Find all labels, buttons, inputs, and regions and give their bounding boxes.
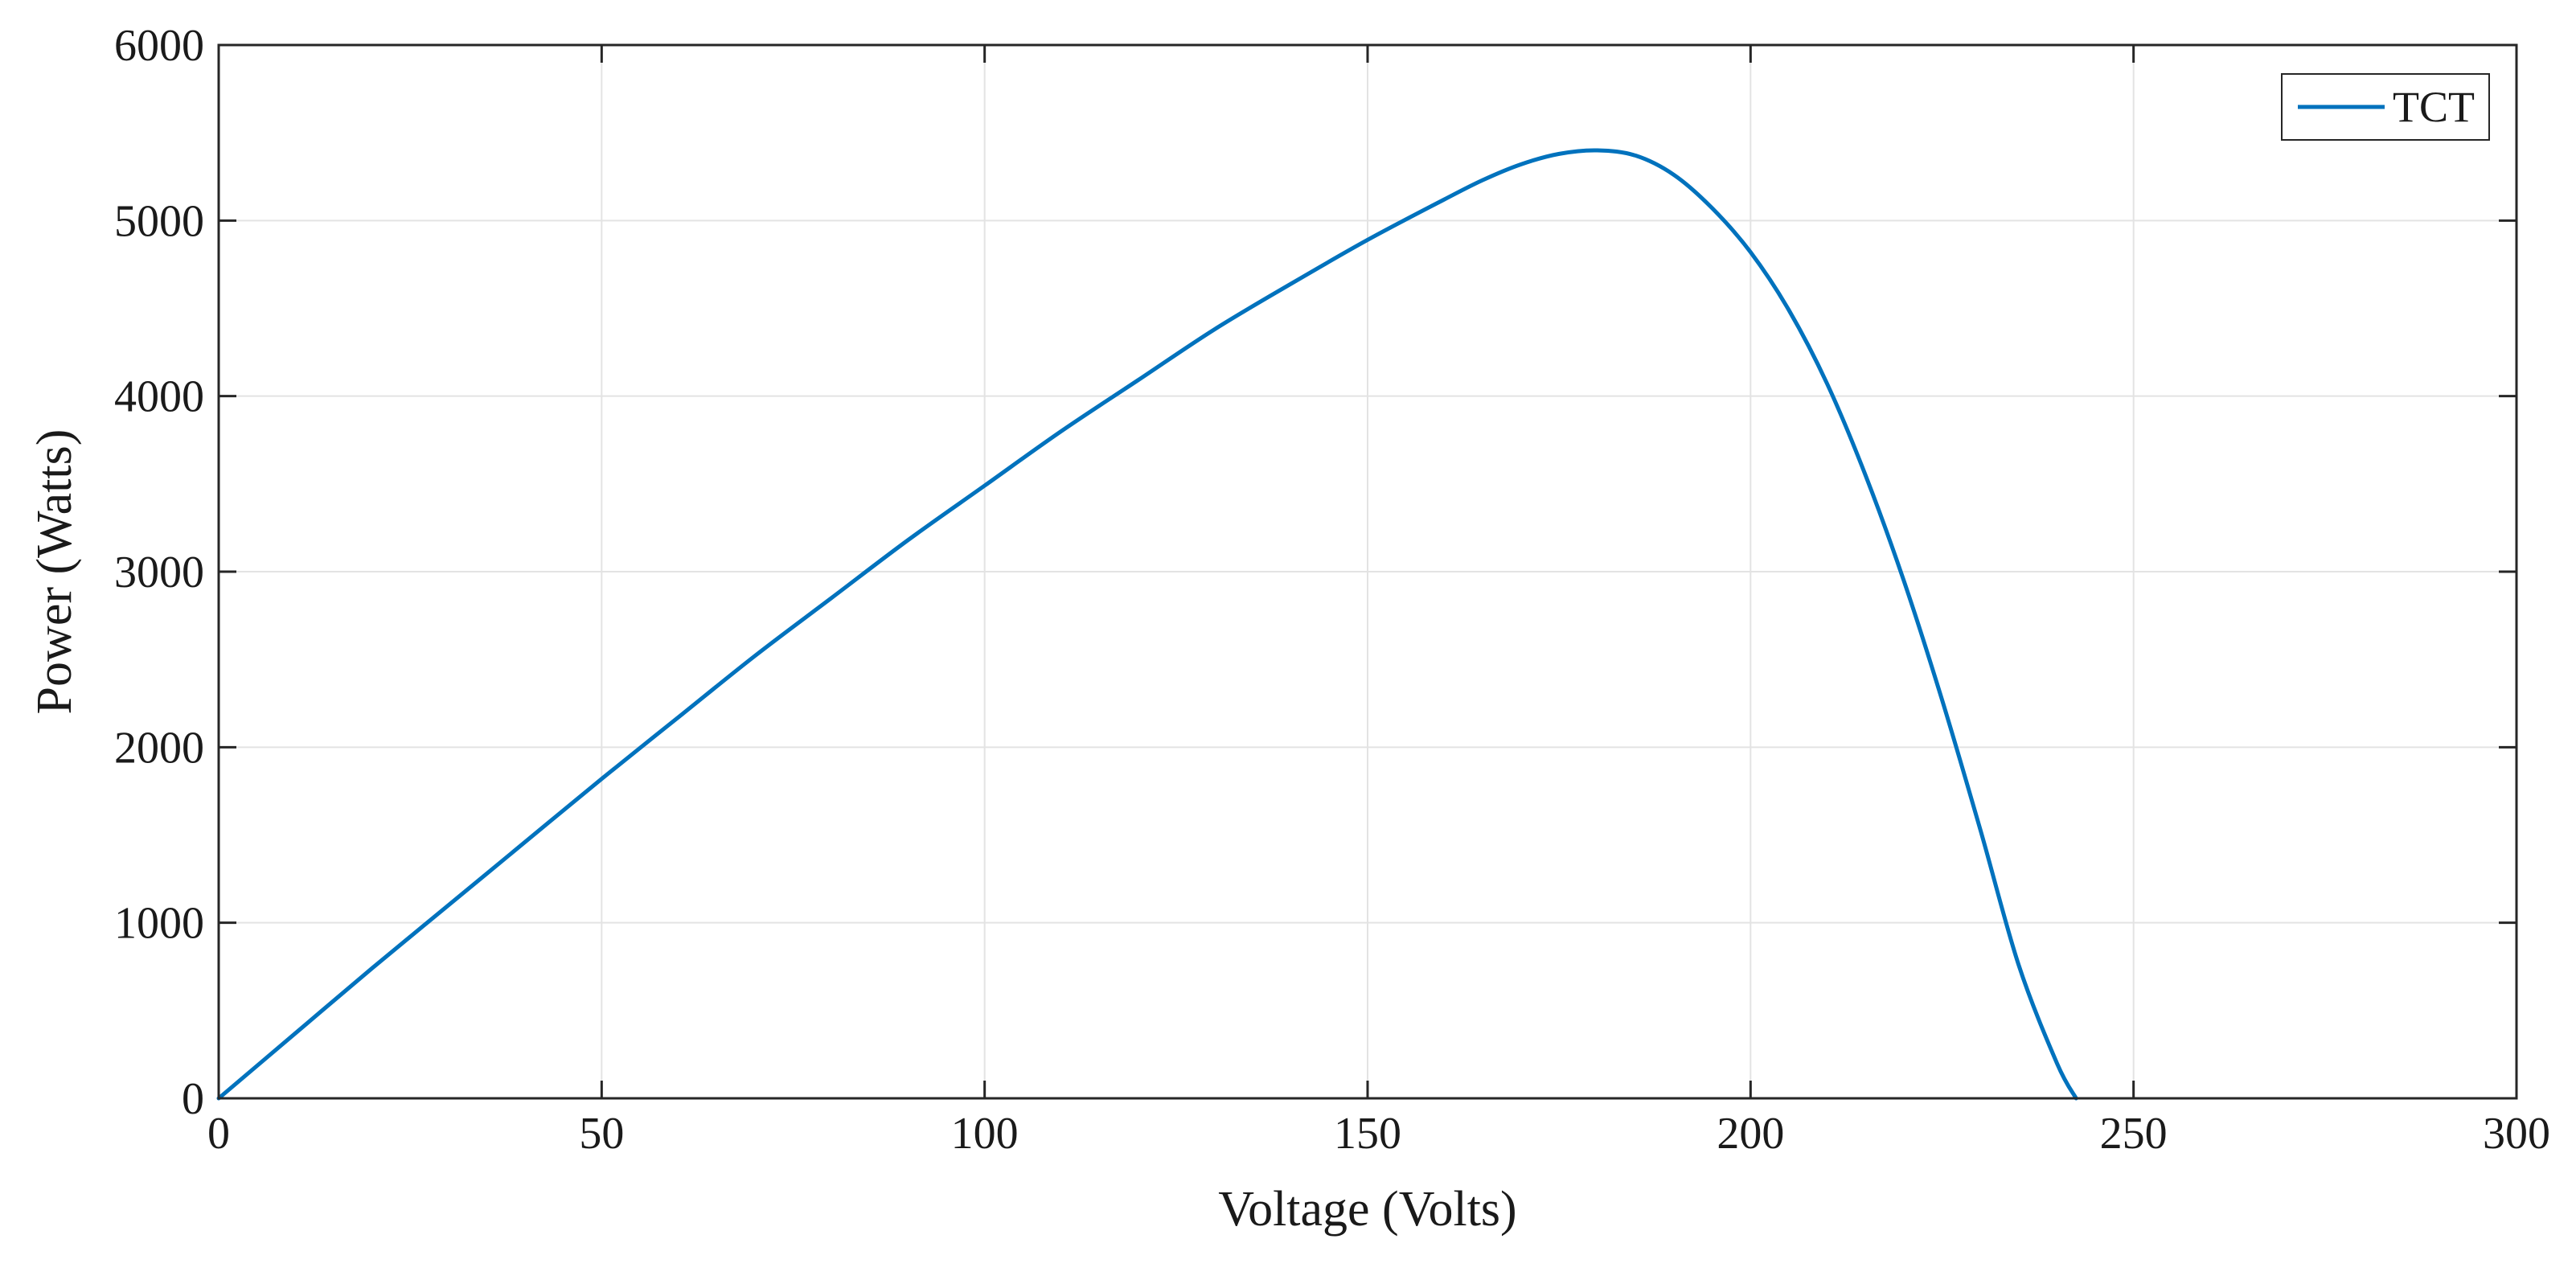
y-tick-label: 6000	[114, 21, 204, 71]
y-tick-label: 2000	[114, 723, 204, 773]
tick-marks	[217, 43, 2518, 1100]
x-tick-label: 100	[951, 1109, 1019, 1159]
y-tick-label: 5000	[114, 196, 204, 246]
y-axis-label: Power (Watts)	[27, 429, 82, 715]
y-tick-label: 1000	[114, 899, 204, 949]
x-tick-label: 150	[1334, 1109, 1401, 1159]
x-tick-label: 50	[579, 1109, 624, 1159]
grid-lines	[219, 45, 2517, 1098]
y-tick-label: 4000	[114, 372, 204, 422]
x-tick-label: 200	[1717, 1109, 1784, 1159]
y-tick-label: 3000	[114, 548, 204, 597]
tick-labels: 0 50 100 150 200 250 3000100020003000400050006…	[114, 21, 2550, 1159]
series-line-tct	[216, 148, 2078, 1101]
legend: TCT	[2281, 73, 2490, 141]
x-tick-label: 300	[2483, 1109, 2550, 1159]
x-axis-label: Voltage (Volts)	[1218, 1182, 1516, 1237]
series-layer	[216, 148, 2078, 1101]
x-tick-label: 0	[207, 1109, 230, 1159]
x-tick-label: 250	[2100, 1109, 2168, 1159]
y-tick-label: 0	[182, 1074, 204, 1124]
legend-label-tct: TCT	[2393, 83, 2475, 131]
